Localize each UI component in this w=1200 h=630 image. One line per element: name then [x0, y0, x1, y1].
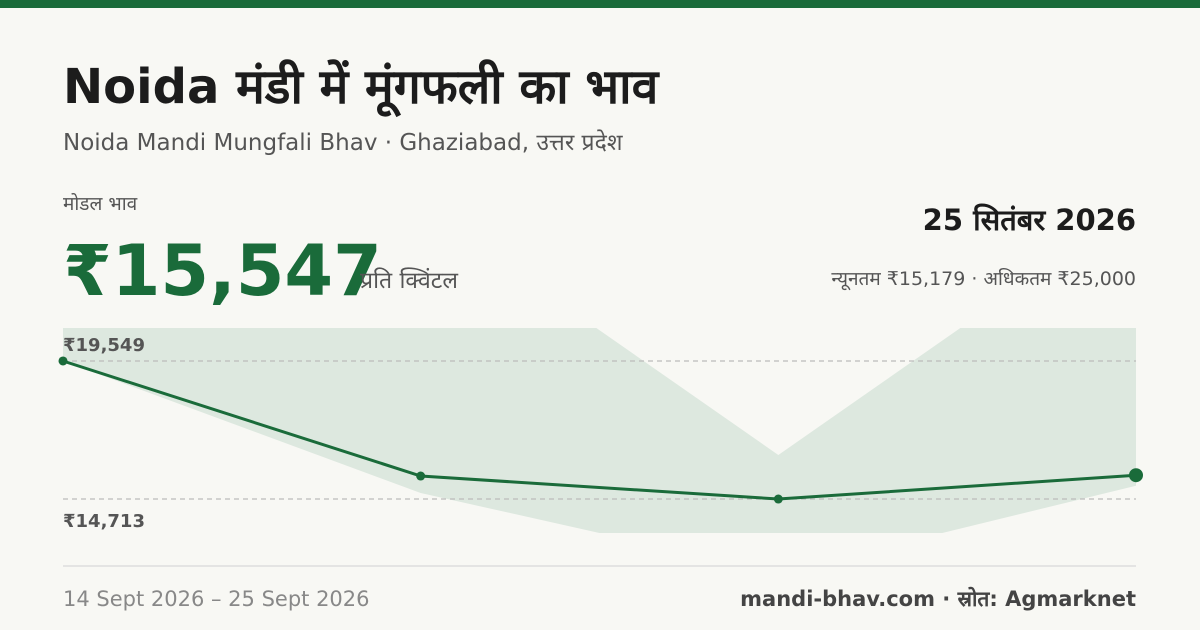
- footer-source: mandi-bhav.com · स्रोत: Agmarknet: [740, 586, 1136, 611]
- price-label: मोडल भाव: [63, 192, 138, 215]
- price-unit: प्रति क्विंटल: [360, 267, 458, 294]
- price-date: 25 सितंबर 2026: [923, 203, 1136, 237]
- price-range: न्यूनतम ₹15,179 · अधिकतम ₹25,000: [831, 267, 1136, 291]
- point: [773, 494, 783, 504]
- title: Noida मंडी में मूंगफली का भाव: [63, 59, 661, 118]
- y-tick-label: ₹14,713: [63, 511, 145, 532]
- plot-area: [63, 328, 1136, 533]
- subtitle: Noida Mandi Mungfali Bhav · Ghaziabad, उ…: [63, 129, 623, 156]
- top-bar: [0, 0, 1200, 8]
- footer-date-range: 14 Sept 2026 – 25 Sept 2026: [63, 587, 370, 611]
- chart: ₹14,713 ₹19,549: [58, 328, 1143, 533]
- point: [58, 356, 68, 366]
- price-value: ₹15,547: [63, 230, 382, 312]
- y-tick-label: ₹19,549: [63, 335, 145, 356]
- min-max-band: [63, 328, 1136, 533]
- price-line: [62, 359, 1137, 501]
- point: [1129, 468, 1143, 483]
- point: [416, 471, 426, 481]
